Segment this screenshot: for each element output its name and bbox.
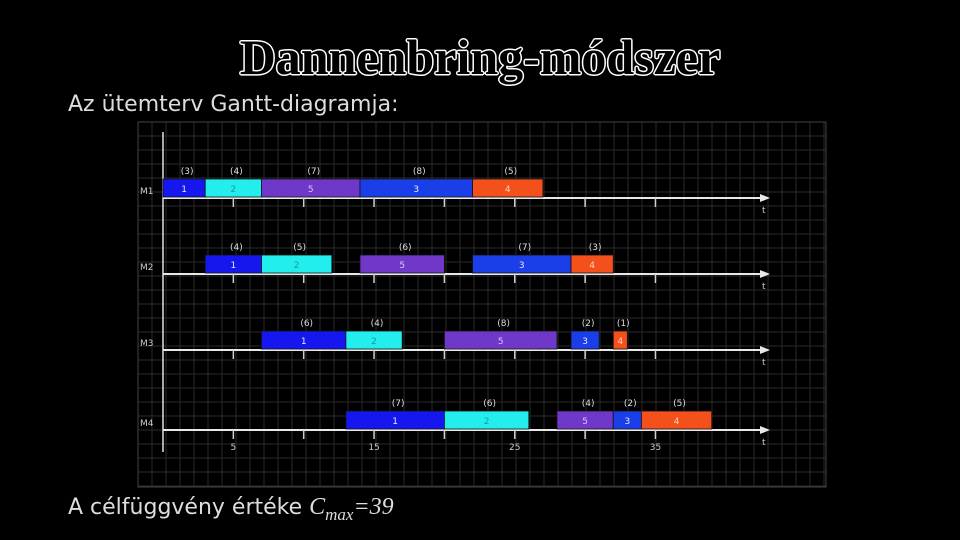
task-bar-job-5 bbox=[359, 254, 445, 274]
task-label-job-2: 2 bbox=[230, 185, 236, 195]
task-label-job-1: 1 bbox=[392, 417, 398, 427]
task-label-job-4: 4 bbox=[674, 417, 680, 427]
task-duration-label: (5) bbox=[673, 399, 686, 409]
task-label-job-5: 5 bbox=[498, 337, 504, 347]
task-label-job-2: 2 bbox=[294, 261, 300, 271]
task-bar-job-2 bbox=[261, 254, 333, 274]
task-label-job-3: 3 bbox=[413, 185, 419, 195]
task-duration-label: (2) bbox=[582, 319, 595, 329]
task-label-job-1: 1 bbox=[181, 185, 187, 195]
task-bar-job-3 bbox=[570, 330, 600, 350]
task-duration-label: (7) bbox=[518, 243, 531, 253]
task-duration-label: (8) bbox=[497, 319, 510, 329]
task-duration-label: (8) bbox=[413, 167, 426, 177]
axis-t-label: t bbox=[762, 282, 766, 292]
task-label-job-3: 3 bbox=[624, 417, 630, 427]
task-duration-label: (5) bbox=[504, 167, 517, 177]
axis-arrow-icon bbox=[760, 346, 770, 354]
task-bar-job-5 bbox=[443, 330, 558, 350]
task-label-job-4: 4 bbox=[589, 261, 595, 271]
cmax-letter: C bbox=[309, 494, 326, 520]
task-duration-label: (4) bbox=[230, 243, 243, 253]
cmax-symbol: Cmax=39 bbox=[309, 494, 394, 524]
slide-title: Dannenbring-módszer bbox=[239, 29, 721, 85]
machine-label-m1: M1 bbox=[140, 187, 154, 197]
task-label-job-3: 3 bbox=[519, 261, 525, 271]
tick-label-25: 25 bbox=[509, 443, 520, 453]
task-duration-label: (4) bbox=[371, 319, 384, 329]
task-duration-label: (4) bbox=[582, 399, 595, 409]
task-duration-label: (1) bbox=[617, 319, 630, 329]
objective-prefix: A célfüggvény értéke bbox=[68, 495, 310, 520]
task-label-job-4: 4 bbox=[505, 185, 511, 195]
task-label-job-5: 5 bbox=[308, 185, 314, 195]
task-bar-job-2 bbox=[443, 410, 530, 430]
task-duration-label: (7) bbox=[392, 399, 405, 409]
task-label-job-5: 5 bbox=[582, 417, 588, 427]
task-bar-job-4 bbox=[472, 178, 544, 198]
axis-arrow-icon bbox=[760, 270, 770, 278]
machine-label-m4: M4 bbox=[140, 419, 154, 429]
task-duration-label: (3) bbox=[181, 167, 194, 177]
task-label-job-1: 1 bbox=[230, 261, 236, 271]
task-duration-label: (5) bbox=[293, 243, 306, 253]
task-label-job-2: 2 bbox=[371, 337, 377, 347]
task-bar-job-4 bbox=[612, 330, 628, 350]
tick-label-5: 5 bbox=[230, 443, 236, 453]
task-duration-label: (7) bbox=[307, 167, 320, 177]
tick-label-35: 35 bbox=[650, 443, 661, 453]
task-duration-label: (6) bbox=[483, 399, 496, 409]
cmax-subscript: max bbox=[325, 504, 354, 524]
objective-value-text: A célfüggvény értéke Cmax=39 bbox=[68, 494, 394, 525]
axis-t-label: t bbox=[762, 358, 766, 368]
cmax-value: =39 bbox=[353, 494, 394, 520]
axis-t-label: t bbox=[762, 206, 766, 216]
task-duration-label: (6) bbox=[399, 243, 412, 253]
task-label-job-2: 2 bbox=[484, 417, 490, 427]
tick-label-15: 15 bbox=[368, 443, 379, 453]
slide-subtitle: Az ütemterv Gantt-diagramja: bbox=[68, 92, 399, 117]
task-bar-job-4 bbox=[640, 410, 713, 430]
task-bar-job-2 bbox=[345, 330, 403, 350]
task-label-job-3: 3 bbox=[582, 337, 588, 347]
task-label-job-1: 1 bbox=[301, 337, 307, 347]
task-label-job-4: 4 bbox=[617, 337, 623, 347]
task-duration-label: (6) bbox=[300, 319, 313, 329]
machine-label-m2: M2 bbox=[140, 263, 154, 273]
machine-label-m3: M3 bbox=[140, 339, 154, 349]
task-duration-label: (4) bbox=[230, 167, 243, 177]
task-duration-label: (3) bbox=[589, 243, 602, 253]
axis-t-label: t bbox=[762, 438, 766, 448]
axis-arrow-icon bbox=[760, 194, 770, 202]
task-duration-label: (2) bbox=[624, 399, 637, 409]
task-label-job-5: 5 bbox=[399, 261, 405, 271]
axis-arrow-icon bbox=[760, 426, 770, 434]
task-bar-job-4 bbox=[570, 254, 614, 274]
